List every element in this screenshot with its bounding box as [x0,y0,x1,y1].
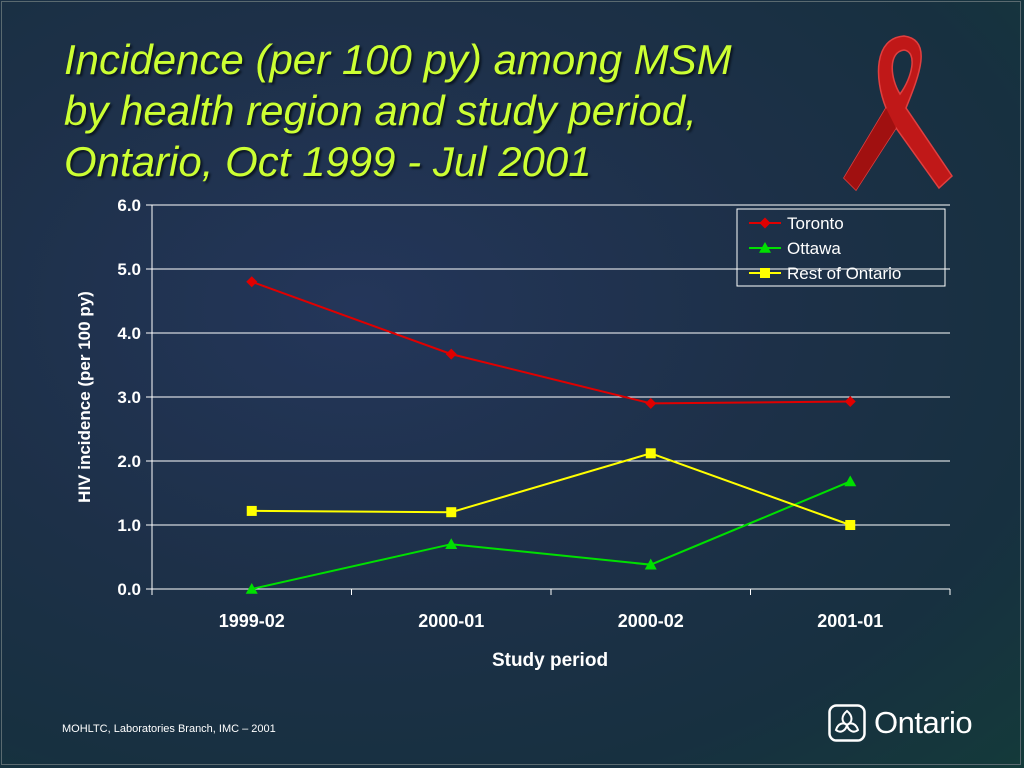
y-tick-label: 5.0 [117,260,141,279]
x-tick-label: 2000-01 [418,611,484,631]
y-tick-label: 1.0 [117,516,141,535]
data-point-rest-of-ontario [645,448,656,459]
legend-marker-toronto [759,217,771,229]
y-tick-label: 6.0 [117,196,141,215]
data-point-rest-of-ontario [845,520,856,530]
ontario-logo: Ontario [828,704,973,742]
series-line-rest-of-ontario [251,452,851,526]
y-tick-label: 4.0 [117,324,141,343]
y-tick-label: 0.0 [117,580,141,599]
legend-label-rest-of-ontario: Rest of Ontario [787,264,901,283]
data-point-ottawa [844,475,857,487]
title-line-3: Ontario, Oct 1999 - Jul 2001 [64,138,592,185]
footer-credit: MOHLTC, Laboratories Branch, IMC – 2001 [62,723,276,735]
legend-marker-rest-of-ontario [760,268,770,278]
y-tick-label: 2.0 [117,452,141,471]
data-point-ottawa [445,538,458,549]
logo-text: Ontario [874,705,973,740]
data-point-ottawa [245,583,258,594]
data-point-toronto [246,276,258,288]
title-line-2: by health region and study period, [64,87,697,134]
legend-label-toronto: Toronto [787,214,844,233]
legend-box [736,208,946,287]
data-point-toronto [445,348,457,360]
y-axis-label: HIV incidence (per 100 py) [75,291,94,503]
x-axis-label: Study period [492,650,608,671]
series-line-ottawa [251,480,851,590]
legend-label-ottawa: Ottawa [787,239,841,258]
trillium-icon [828,704,866,742]
data-point-toronto [645,397,657,409]
data-point-toronto [844,395,856,407]
x-tick-label: 2000-02 [618,611,684,631]
y-tick-label: 3.0 [117,388,141,407]
data-point-rest-of-ontario [446,507,457,518]
series-line-toronto [251,280,851,405]
slide-title: Incidence (per 100 py) among MSM by heal… [64,34,824,187]
x-tick-label: 2001-01 [817,611,883,631]
x-tick-label: 1999-02 [219,611,285,631]
red-ribbon-icon [843,35,953,192]
title-line-1: Incidence (per 100 py) among MSM [64,36,732,83]
data-point-rest-of-ontario [246,505,257,516]
data-point-ottawa [644,558,657,570]
legend-marker-ottawa [759,242,771,253]
